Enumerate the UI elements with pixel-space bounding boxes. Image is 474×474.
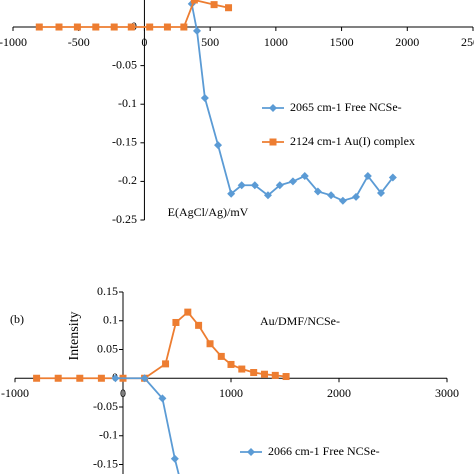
data-point (214, 141, 223, 150)
y-tick-label: -0.15 (93, 456, 118, 470)
data-point (313, 187, 322, 196)
data-point (33, 374, 41, 382)
data-point (195, 321, 203, 329)
data-point (97, 374, 105, 382)
y-tick-label: -0.15 (112, 135, 137, 149)
y-tick-label: -0.1 (99, 428, 118, 442)
legend: 2066 cm-1 Free NCSe- (240, 444, 380, 458)
annotation: Au/DMF/NCSe- (260, 314, 340, 328)
data-point (140, 374, 149, 383)
x-tick-label: 2000 (395, 35, 419, 49)
x-tick-label: 1500 (330, 35, 354, 49)
data-point (217, 352, 225, 360)
x-tick-label: 1000 (264, 35, 288, 49)
data-point (288, 177, 297, 186)
data-point (193, 26, 201, 35)
data-point (110, 23, 118, 31)
y-tick-label: 0.05 (97, 341, 118, 355)
data-point (227, 360, 235, 368)
data-point (271, 371, 279, 379)
y-tick-label: -0.1 (118, 96, 137, 110)
data-point (206, 340, 214, 348)
data-point (92, 23, 100, 31)
legend-label: 2066 cm-1 Free NCSe- (268, 444, 380, 458)
data-point (200, 94, 209, 103)
data-point (73, 23, 81, 31)
data-point (238, 365, 246, 373)
data-point (352, 192, 361, 201)
x-tick-label: 2500 (461, 35, 474, 49)
data-point (263, 191, 272, 200)
data-point (225, 4, 233, 12)
plot-area (33, 308, 290, 474)
y-tick-label: -0.05 (112, 57, 137, 71)
data-point (76, 374, 84, 382)
legend: 2065 cm-1 Free NCSe- 2124 cm-1 Au(I) comp… (262, 100, 415, 148)
data-point (210, 1, 218, 9)
data-point (247, 448, 255, 456)
x-tick-label: 500 (201, 35, 219, 49)
data-point (172, 318, 180, 326)
data-point (363, 172, 372, 180)
x-axis-label: E(AgCl/Ag)/mV (168, 205, 249, 219)
data-point (54, 374, 62, 382)
chart-panel: -10000100020003000-0.15-0.1-0.0500.050.1… (1, 284, 459, 474)
x-tick-label: -500 (68, 35, 90, 49)
chart-panel: -1000 -500 0 500 1000 1500 2000 2500 -0.25 -0.2 -0… (0, 0, 474, 226)
data-point (111, 374, 120, 383)
data-point (146, 23, 154, 31)
y-tick-label: -0.05 (93, 399, 118, 413)
data-point (269, 138, 277, 146)
y-tick-label: 0.1 (103, 313, 118, 327)
y-tick-label: 0.15 (97, 284, 118, 298)
y-tick-label: -0.25 (112, 212, 137, 226)
data-point (282, 373, 290, 381)
data-point (338, 196, 347, 205)
plot-area (35, 0, 397, 205)
data-point (127, 23, 135, 31)
x-tick-label: -1000 (1, 386, 29, 400)
data-point (163, 23, 171, 31)
data-point (300, 172, 309, 180)
series-line (190, 3, 394, 202)
data-point (170, 454, 179, 463)
data-point (162, 360, 170, 368)
data-point (250, 181, 259, 190)
data-point (180, 23, 188, 31)
data-point (55, 23, 63, 31)
data-point (35, 23, 43, 31)
x-tick-label: -1000 (0, 35, 27, 49)
y-tick-label: -0.2 (118, 173, 137, 187)
x-tick-label: 3000 (435, 386, 459, 400)
x-tick-label: 0 (120, 386, 126, 400)
x-tick-label: 0 (141, 35, 147, 49)
y-axis-label: Intensity (67, 312, 82, 361)
data-point (250, 369, 258, 376)
data-point (184, 308, 192, 316)
data-point (275, 181, 284, 190)
legend-label: 2124 cm-1 Au(I) complex (290, 134, 415, 148)
data-point (227, 189, 236, 198)
data-point (190, 0, 198, 4)
data-point (260, 370, 268, 378)
data-point (377, 188, 385, 197)
data-point (327, 191, 336, 200)
x-tick-label: 1000 (219, 386, 243, 400)
data-point (158, 394, 167, 403)
data-point (237, 181, 246, 190)
x-tick-label: 2000 (327, 386, 351, 400)
data-point (388, 173, 397, 182)
panel-label: (b) (10, 312, 24, 326)
data-point (269, 104, 277, 112)
legend-label: 2065 cm-1 Free NCSe- (290, 100, 402, 114)
